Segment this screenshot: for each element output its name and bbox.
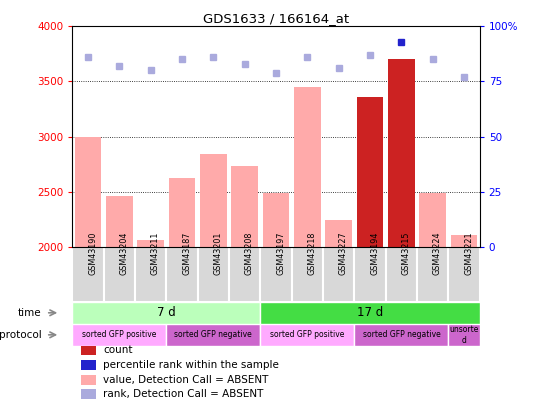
Bar [80, 345, 96, 355]
Text: GSM43224: GSM43224 [433, 232, 442, 275]
Text: GSM43211: GSM43211 [151, 232, 160, 275]
Text: GSM43208: GSM43208 [245, 232, 254, 275]
Bar [198, 247, 229, 302]
Text: GSM43201: GSM43201 [213, 232, 222, 275]
Bar [323, 247, 354, 302]
Text: GSM43204: GSM43204 [120, 232, 128, 275]
Text: GSM43190: GSM43190 [88, 232, 97, 275]
Text: GSM43221: GSM43221 [464, 232, 473, 275]
Bar [72, 302, 260, 324]
Text: value, Detection Call = ABSENT: value, Detection Call = ABSENT [103, 375, 269, 385]
Bar [200, 154, 227, 247]
Text: GSM43218: GSM43218 [307, 232, 316, 275]
Bar [232, 166, 258, 247]
Bar [419, 193, 446, 247]
Text: 17 d: 17 d [357, 306, 383, 319]
Bar [260, 324, 354, 346]
Text: rank, Detection Call = ABSENT: rank, Detection Call = ABSENT [103, 389, 263, 399]
Text: GSM43194: GSM43194 [370, 232, 379, 275]
Text: GSM43187: GSM43187 [182, 232, 191, 275]
Title: GDS1633 / 166164_at: GDS1633 / 166164_at [203, 12, 349, 25]
Bar [386, 247, 417, 302]
Text: unsorte
d: unsorte d [449, 325, 479, 345]
Bar [417, 247, 449, 302]
Text: percentile rank within the sample: percentile rank within the sample [103, 360, 279, 370]
Bar [72, 247, 103, 302]
Bar [106, 196, 133, 247]
Bar [72, 324, 166, 346]
Bar [292, 247, 323, 302]
Bar [260, 302, 480, 324]
Text: protocol: protocol [0, 330, 42, 340]
Bar [137, 240, 164, 247]
Bar [357, 97, 383, 247]
Bar [75, 136, 101, 247]
Bar [166, 247, 198, 302]
Bar [354, 247, 386, 302]
Text: time: time [18, 308, 42, 318]
Bar [325, 220, 352, 247]
Text: sorted GFP negative: sorted GFP negative [362, 330, 440, 339]
Text: 7 d: 7 d [157, 306, 176, 319]
Bar [388, 60, 415, 247]
Bar [451, 234, 478, 247]
Bar [80, 389, 96, 399]
Bar [135, 247, 166, 302]
Text: sorted GFP positive: sorted GFP positive [82, 330, 157, 339]
Text: sorted GFP negative: sorted GFP negative [175, 330, 252, 339]
Bar [80, 375, 96, 385]
Bar [229, 247, 260, 302]
Text: GSM43197: GSM43197 [276, 232, 285, 275]
Bar [166, 324, 260, 346]
Text: sorted GFP positive: sorted GFP positive [270, 330, 345, 339]
Bar [294, 87, 321, 247]
Bar [169, 178, 195, 247]
Bar [449, 247, 480, 302]
Bar [263, 193, 289, 247]
Text: GSM43227: GSM43227 [339, 232, 348, 275]
Bar [103, 247, 135, 302]
Text: count: count [103, 345, 132, 355]
Bar [260, 247, 292, 302]
Bar [354, 324, 449, 346]
Text: GSM43215: GSM43215 [401, 232, 411, 275]
Bar [449, 324, 480, 346]
Bar [80, 360, 96, 370]
